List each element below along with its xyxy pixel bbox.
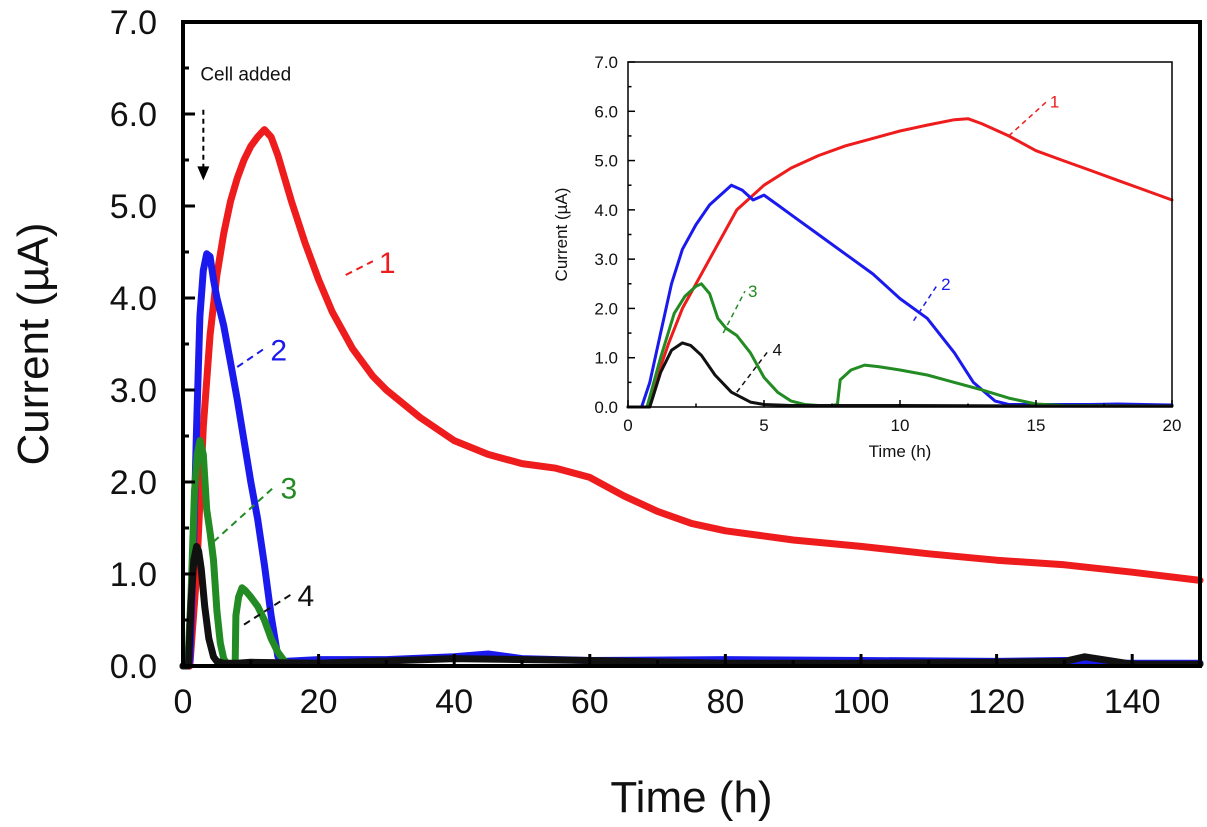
main-series-leader-4: [243, 593, 293, 626]
main-series-leader-1: [345, 260, 374, 276]
inset-series-label-1: 1: [1050, 92, 1059, 111]
inset-y-tick-label: 1.0: [594, 349, 618, 368]
main-y-tick-label: 7.0: [110, 4, 157, 42]
main-x-tick-label: 100: [833, 683, 890, 721]
main-y-tick-label: 4.0: [110, 280, 157, 318]
inset-y-axis-title: Current (µA): [552, 188, 571, 282]
main-x-tick-label: 0: [174, 683, 193, 721]
main-series-label-2: 2: [270, 335, 287, 368]
main-x-tick-label: 140: [1104, 683, 1161, 721]
inset-y-tick-label: 5.0: [594, 152, 618, 171]
inset-y-tick-label: 4.0: [594, 201, 618, 220]
main-series-leader-2: [236, 347, 265, 368]
main-x-tick-label: 60: [571, 683, 609, 721]
main-series-leader-3: [212, 485, 276, 543]
inset-y-tick-label: 0.0: [594, 398, 618, 417]
main-series-line-4: [179, 542, 1204, 670]
cell-added-arrow-head: [197, 166, 210, 181]
inset-series-label-2: 2: [941, 275, 950, 294]
inset-series-label-3: 3: [748, 282, 757, 301]
inset-series-line-4: [626, 341, 1174, 409]
main-series-label-3: 3: [281, 473, 298, 506]
main-x-axis-title: Time (h): [610, 773, 772, 822]
main-y-tick-label: 5.0: [110, 188, 157, 226]
inset-series-line-2: [626, 183, 1174, 409]
inset-series-label-4: 4: [772, 340, 781, 359]
main-x-tick-label: 80: [706, 683, 744, 721]
main-series-line-1: [179, 126, 1204, 670]
inset-y-tick-label: 7.0: [594, 53, 618, 72]
main-y-tick-label: 3.0: [110, 372, 157, 410]
main-series-label-4: 4: [297, 580, 314, 613]
main-y-tick-label: 0.0: [110, 648, 157, 686]
inset-background: [628, 62, 1172, 407]
main-y-axis-title: Current (µA): [9, 223, 58, 466]
inset-x-tick-label: 5: [759, 416, 768, 435]
main-y-tick-label: 6.0: [110, 96, 157, 134]
inset-x-tick-label: 20: [1163, 416, 1182, 435]
inset-y-tick-label: 3.0: [594, 250, 618, 269]
inset-series-leader-3: [722, 290, 746, 334]
main-y-tick-label: 1.0: [110, 556, 157, 594]
main-panel: 0 20 40 60 80 100 120 1400.01.02.03.04.05.06.07…: [9, 4, 1204, 822]
inset-x-tick-label: 0: [623, 416, 632, 435]
inset-y-tick-label: 6.0: [594, 102, 618, 121]
inset-series-line-1: [626, 117, 1174, 409]
inset-panel: 0 5 10 15 20 0.0 1.0 2.0 3.0 4.0 5.0 6.0 7.0 Time (h)…: [552, 53, 1181, 461]
inset-x-tick-label: 10: [891, 416, 910, 435]
inset-x-axis-title: Time (h): [869, 442, 932, 461]
main-x-tick-label: 120: [968, 683, 1025, 721]
cell-added-annotation: Cell added: [200, 64, 291, 85]
inset-y-tick-label: 2.0: [594, 299, 618, 318]
main-x-tick-label: 20: [300, 683, 338, 721]
main-y-tick-label: 2.0: [110, 464, 157, 502]
inset-series-leader-2: [912, 283, 939, 322]
inset-x-tick-label: 15: [1027, 416, 1046, 435]
main-series-label-1: 1: [379, 247, 396, 280]
main-x-tick-label: 40: [435, 683, 473, 721]
